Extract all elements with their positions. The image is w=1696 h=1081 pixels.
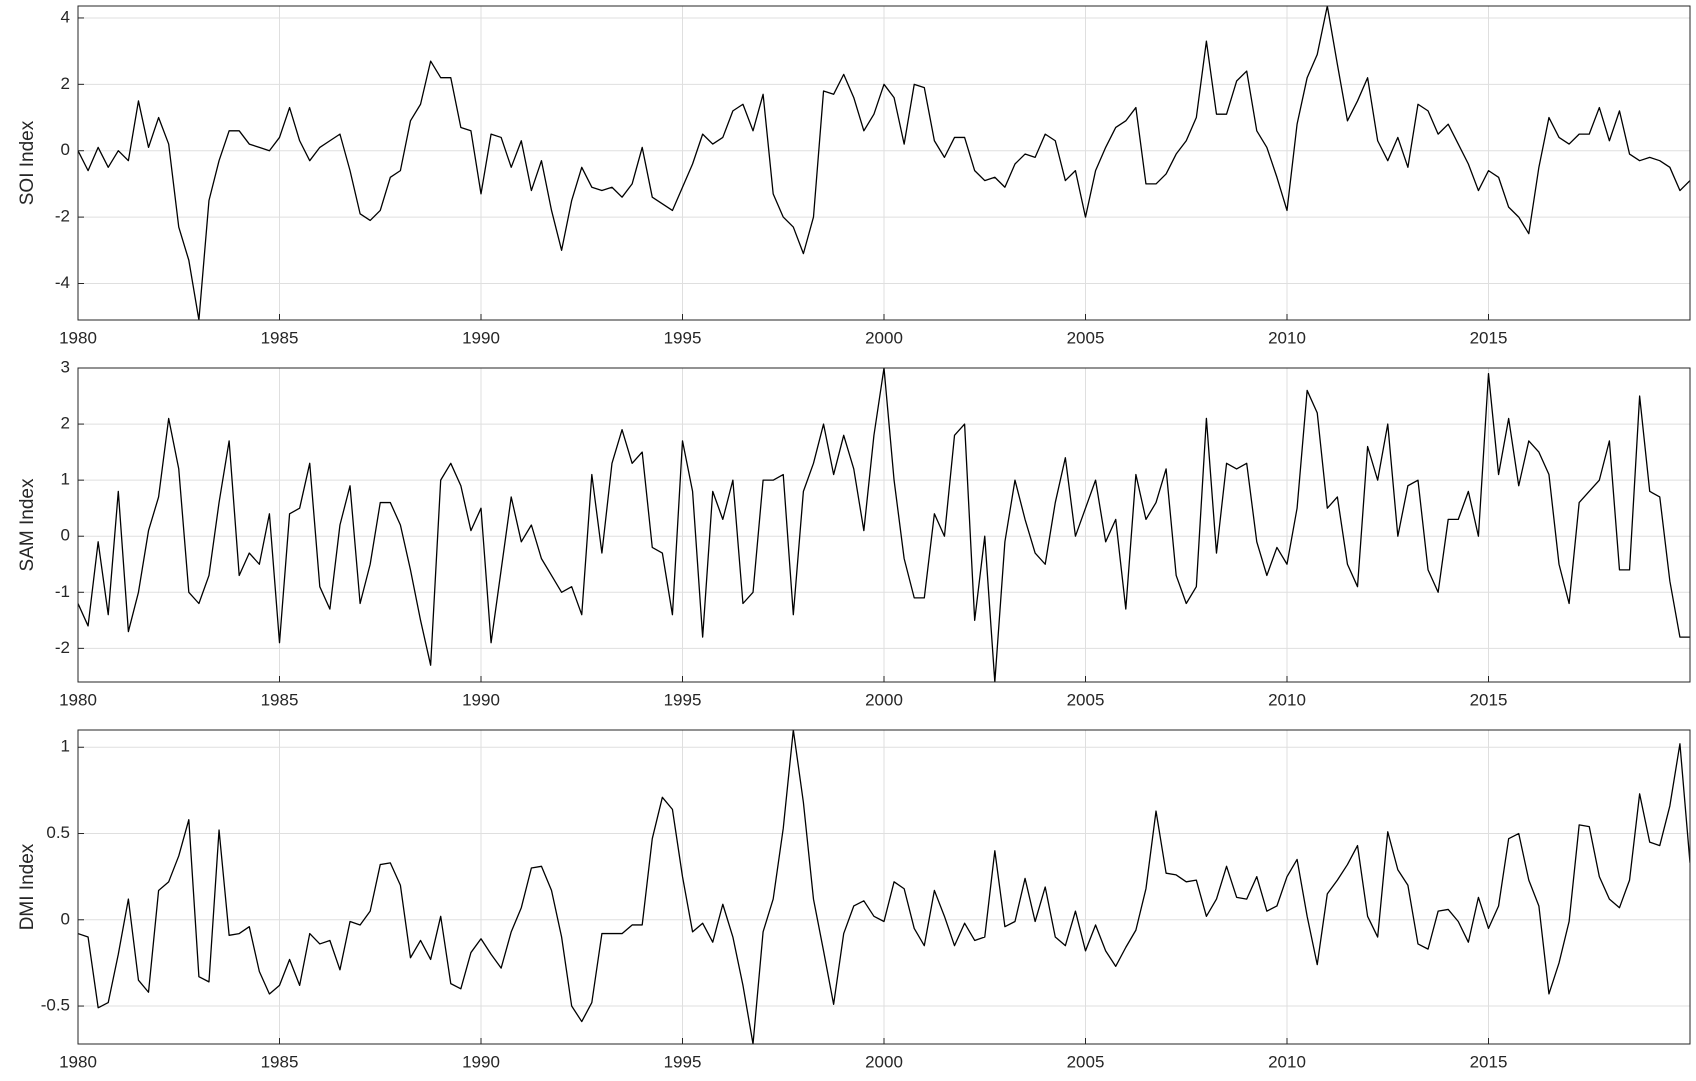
y-tick-label: 0 (61, 526, 70, 545)
x-tick-label: 2000 (865, 690, 903, 709)
axes-box (77, 367, 1691, 683)
axes-box (77, 5, 1691, 321)
plot-area (78, 730, 1690, 1044)
y-tick-label: 1 (61, 737, 70, 756)
y-axis-label: DMI Index (17, 843, 38, 930)
x-tick-label: 1995 (664, 1052, 702, 1071)
series-line (78, 368, 1690, 682)
y-tick-label: 0 (61, 909, 70, 928)
x-tick-label: 2005 (1067, 328, 1105, 347)
x-tick-label: 1990 (462, 328, 500, 347)
x-tick-label: 1990 (462, 1052, 500, 1071)
axes-box (77, 729, 1691, 1045)
x-tick-label: 2015 (1470, 690, 1508, 709)
x-tick-label: 1980 (59, 690, 97, 709)
y-axis-label: SAM Index (17, 478, 38, 571)
plot-area (78, 368, 1690, 682)
plot-area (78, 6, 1690, 320)
y-tick-label: 0.5 (46, 823, 70, 842)
y-tick-label: -1 (55, 582, 70, 601)
series-line (78, 730, 1690, 1044)
y-tick-label: -2 (55, 638, 70, 657)
x-tick-label: 2005 (1067, 1052, 1105, 1071)
y-axis-label: SOI Index (17, 120, 38, 205)
x-tick-label: 2000 (865, 328, 903, 347)
series-line (78, 6, 1690, 320)
y-tick-label: 3 (61, 357, 70, 376)
y-tick-label: 2 (61, 74, 70, 93)
x-tick-label: 2000 (865, 1052, 903, 1071)
y-tick-label: -2 (55, 207, 70, 226)
y-tick-label: 2 (61, 414, 70, 433)
x-tick-label: 1985 (261, 690, 299, 709)
y-tick-label: 1 (61, 470, 70, 489)
x-tick-label: 2015 (1470, 1052, 1508, 1071)
y-tick-label: 0 (61, 140, 70, 159)
x-tick-label: 1985 (261, 1052, 299, 1071)
x-tick-label: 2010 (1268, 328, 1306, 347)
x-tick-label: 1980 (59, 328, 97, 347)
x-tick-label: 1980 (59, 1052, 97, 1071)
y-tick-label: -0.5 (41, 996, 70, 1015)
x-tick-label: 1990 (462, 690, 500, 709)
x-tick-label: 1995 (664, 690, 702, 709)
x-tick-label: 2005 (1067, 690, 1105, 709)
y-tick-label: -4 (55, 273, 70, 292)
x-tick-label: 2010 (1268, 1052, 1306, 1071)
x-tick-label: 2015 (1470, 328, 1508, 347)
x-tick-label: 1995 (664, 328, 702, 347)
x-tick-label: 2010 (1268, 690, 1306, 709)
x-tick-label: 1985 (261, 328, 299, 347)
y-tick-label: 4 (61, 7, 70, 26)
